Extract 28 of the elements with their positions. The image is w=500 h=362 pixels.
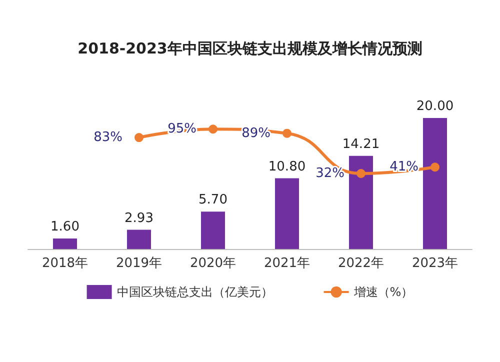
data-label: 20.00 — [416, 99, 454, 114]
x-tick-label: 2023年 — [412, 256, 458, 271]
bar — [423, 118, 447, 249]
point — [356, 169, 366, 178]
chart-title: 2018-2023年中国区块链支出规模及增长情况预测 — [78, 40, 422, 58]
bar — [53, 238, 77, 249]
x-tick-label: 2018年 — [42, 256, 88, 271]
data-label: 10.80 — [268, 159, 306, 174]
x-tick-label: 2019年 — [116, 256, 162, 271]
legend-label: 中国区块链总支出（亿美元） — [116, 285, 273, 299]
data-label: 14.21 — [342, 136, 380, 152]
bar — [201, 212, 225, 249]
x-tick-label: 2021年 — [264, 256, 310, 271]
bar — [127, 230, 151, 249]
bar — [349, 156, 373, 249]
bar — [275, 178, 299, 249]
x-tick-label: 2020年 — [190, 256, 236, 271]
data-label: 1.60 — [50, 220, 80, 235]
legend-label: 增速（%） — [352, 285, 414, 299]
point — [208, 124, 218, 134]
point — [430, 162, 440, 172]
point — [282, 128, 292, 138]
data-label: 2.93 — [124, 210, 154, 226]
point — [134, 133, 144, 142]
x-tick-label: 2022年 — [338, 256, 384, 271]
data-label: 5.70 — [198, 192, 228, 208]
data-label: 83% — [94, 130, 122, 146]
data-label: 32% — [316, 166, 344, 182]
